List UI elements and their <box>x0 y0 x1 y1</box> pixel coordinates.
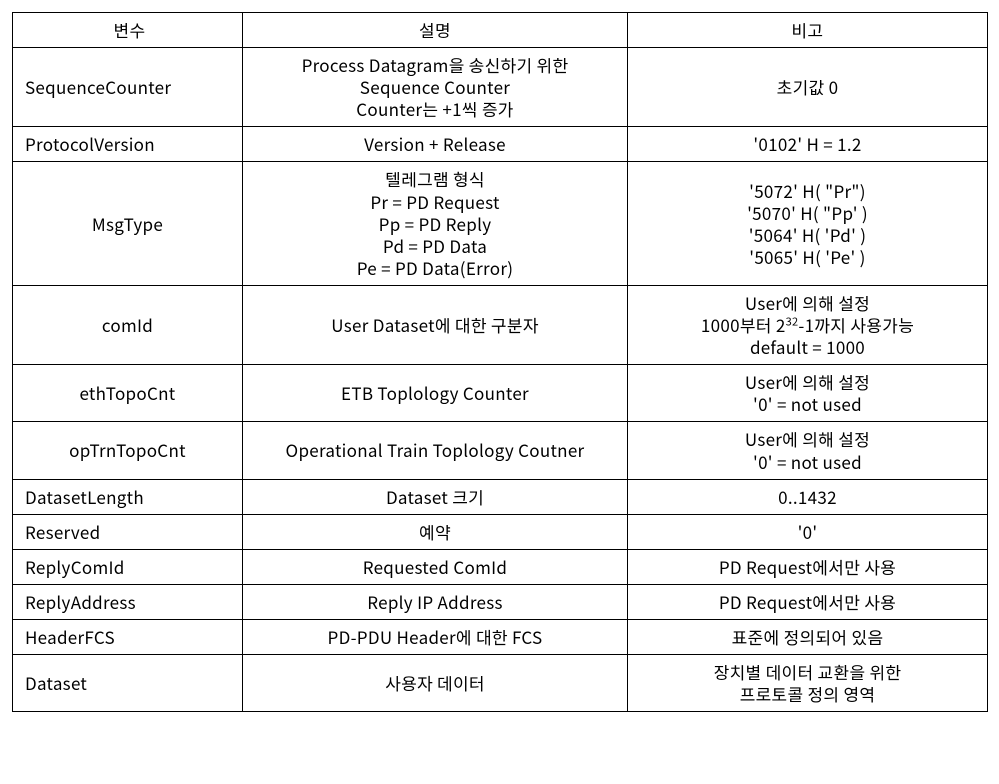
table-row: MsgType텔레그램 형식 Pr = PD Request Pp = PD R… <box>13 162 988 285</box>
cell-var: DatasetLength <box>13 479 243 514</box>
cell-desc: 텔레그램 형식 Pr = PD Request Pp = PD Reply Pd… <box>243 162 628 285</box>
cell-note: 표준에 정의되어 있음 <box>628 619 988 654</box>
cell-desc: Version + Release <box>243 127 628 162</box>
cell-desc: Dataset 크기 <box>243 479 628 514</box>
cell-var: comId <box>13 285 243 364</box>
table-row: ProtocolVersionVersion + Release'0102' H… <box>13 127 988 162</box>
cell-var: Reserved <box>13 514 243 549</box>
table-row: ReplyComIdRequested ComIdPD Request에서만 사… <box>13 549 988 584</box>
table-header-row: 변수 설명 비고 <box>13 13 988 48</box>
cell-desc: Operational Train Toplology Coutner <box>243 422 628 479</box>
cell-desc: 사용자 데이터 <box>243 655 628 712</box>
cell-note: 장치별 데이터 교환을 위한 프로토콜 정의 영역 <box>628 655 988 712</box>
table-row: SequenceCounterProcess Datagram을 송신하기 위한… <box>13 48 988 127</box>
table-row: DatasetLengthDataset 크기0..1432 <box>13 479 988 514</box>
table-row: comIdUser Dataset에 대한 구분자User에 의해 설정 100… <box>13 285 988 364</box>
table-row: ReplyAddressReply IP AddressPD Request에서… <box>13 584 988 619</box>
cell-var: ReplyComId <box>13 549 243 584</box>
cell-var: HeaderFCS <box>13 619 243 654</box>
cell-desc: PD-PDU Header에 대한 FCS <box>243 619 628 654</box>
table-row: HeaderFCSPD-PDU Header에 대한 FCS표준에 정의되어 있… <box>13 619 988 654</box>
cell-note: '5072' H( "Pr") '5070' H( "Pp' ) '5064' … <box>628 162 988 285</box>
table-row: Reserved예약'0' <box>13 514 988 549</box>
cell-var: SequenceCounter <box>13 48 243 127</box>
cell-var: Dataset <box>13 655 243 712</box>
cell-var: ethTopoCnt <box>13 365 243 422</box>
table-row: opTrnTopoCntOperational Train Toplology … <box>13 422 988 479</box>
cell-note: PD Request에서만 사용 <box>628 584 988 619</box>
cell-desc: Reply IP Address <box>243 584 628 619</box>
cell-note: PD Request에서만 사용 <box>628 549 988 584</box>
cell-note: '0102' H = 1.2 <box>628 127 988 162</box>
cell-note: 초기값 0 <box>628 48 988 127</box>
cell-var: opTrnTopoCnt <box>13 422 243 479</box>
cell-var: ReplyAddress <box>13 584 243 619</box>
cell-note: 0..1432 <box>628 479 988 514</box>
table-row: Dataset사용자 데이터장치별 데이터 교환을 위한 프로토콜 정의 영역 <box>13 655 988 712</box>
table-row: ethTopoCntETB Toplology CounterUser에 의해 … <box>13 365 988 422</box>
col-header-note: 비고 <box>628 13 988 48</box>
cell-desc: Process Datagram을 송신하기 위한 Sequence Count… <box>243 48 628 127</box>
cell-note: User에 의해 설정 '0' = not used <box>628 365 988 422</box>
cell-note: User에 의해 설정 '0' = not used <box>628 422 988 479</box>
cell-var: ProtocolVersion <box>13 127 243 162</box>
col-header-var: 변수 <box>13 13 243 48</box>
cell-desc: ETB Toplology Counter <box>243 365 628 422</box>
spec-table: 변수 설명 비고 SequenceCounterProcess Datagram… <box>12 12 988 712</box>
cell-desc: Requested ComId <box>243 549 628 584</box>
table-body: SequenceCounterProcess Datagram을 송신하기 위한… <box>13 48 988 712</box>
cell-var: MsgType <box>13 162 243 285</box>
cell-desc: 예약 <box>243 514 628 549</box>
cell-desc: User Dataset에 대한 구분자 <box>243 285 628 364</box>
cell-note: '0' <box>628 514 988 549</box>
col-header-desc: 설명 <box>243 13 628 48</box>
cell-note: User에 의해 설정 1000부터 232-1까지 사용가능 default … <box>628 285 988 364</box>
